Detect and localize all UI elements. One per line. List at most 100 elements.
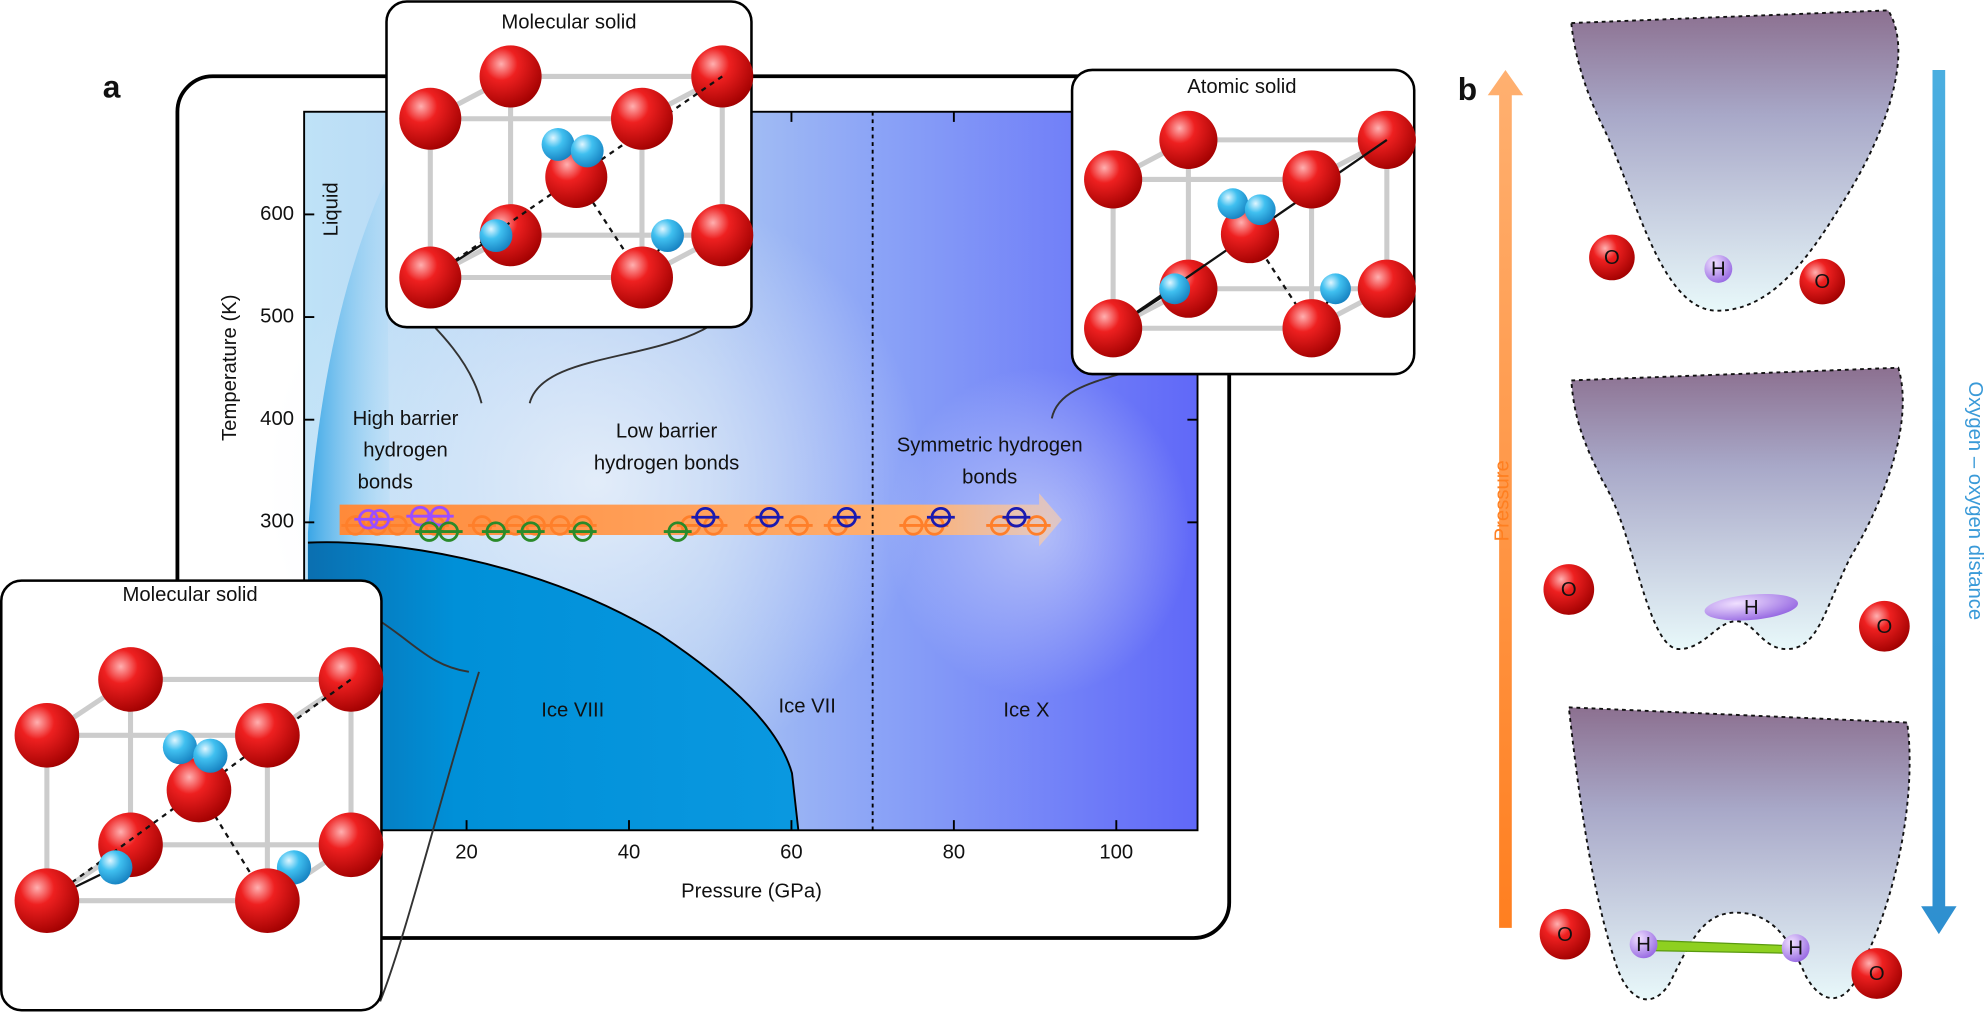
- phase-boundary: [307, 541, 800, 831]
- hydrogen-atom: [651, 219, 684, 253]
- hydrogen-atom: [541, 127, 575, 161]
- oxygen-atom: [235, 868, 300, 933]
- oxygen-atom: [1357, 110, 1416, 169]
- distance-axis-label: Oxygen – oxygen distance: [1964, 381, 1986, 620]
- inset-title: Molecular solid: [122, 584, 257, 606]
- x-axis-label: Pressure (GPa): [681, 881, 822, 903]
- oxygen-atom: [318, 812, 384, 878]
- hydrogen-atom: [570, 134, 604, 168]
- data-point: [516, 521, 545, 542]
- atom-label: O: [1876, 616, 1892, 638]
- pressure-axis-label: Pressure: [1491, 460, 1513, 541]
- oxygen-atom: [14, 702, 80, 768]
- y-tick-label: 300: [260, 511, 294, 533]
- data-point: [1022, 515, 1051, 536]
- atom-label: O: [1557, 924, 1573, 946]
- data-point: [663, 521, 692, 542]
- oxygen-atom: [14, 868, 80, 933]
- atom-label: H: [1744, 597, 1759, 619]
- inset-title: Atomic solid: [1187, 76, 1296, 98]
- proton-transfer-bar: [1650, 939, 1788, 954]
- hydrogen-atom: [1704, 254, 1733, 283]
- inset-title: Molecular solid: [501, 11, 636, 33]
- x-tick-label: 40: [618, 841, 641, 863]
- region-label: Ice VIII: [541, 700, 604, 722]
- atom-label: O: [1869, 963, 1885, 985]
- data-point: [434, 521, 463, 542]
- hydrogen-atom: [1781, 934, 1810, 963]
- distance-axis-arrow: [1921, 69, 1957, 935]
- panel-label: a: [103, 68, 121, 104]
- hydrogen-atom: [98, 850, 133, 885]
- ice-viii-region: [307, 542, 799, 831]
- hydrogen-atom: [1217, 188, 1249, 220]
- atom-label: O: [1604, 247, 1620, 269]
- hydrogen-atom: [1159, 273, 1191, 305]
- oxygen-atom: [479, 45, 542, 108]
- bond-label: hydrogen: [363, 440, 448, 462]
- atom-label: H: [1711, 259, 1726, 281]
- data-point: [691, 506, 720, 528]
- region-label: Ice X: [1003, 700, 1050, 722]
- y-tick-label: 600: [260, 203, 294, 225]
- bond-label: High barrier: [353, 408, 459, 430]
- callout: [379, 620, 470, 673]
- oxygen-atom: [98, 647, 163, 712]
- y-tick-label: 400: [260, 408, 294, 430]
- bond-label: Symmetric hydrogen: [897, 435, 1083, 457]
- oxygen-atom: [1799, 258, 1846, 305]
- data-point: [1002, 506, 1031, 528]
- oxygen-atom: [1851, 948, 1903, 999]
- oxygen-atom: [166, 757, 232, 823]
- pressure-axis-arrow: [1487, 69, 1524, 928]
- bond-label: Low barrier: [616, 421, 718, 443]
- potential-surface: [1570, 9, 1900, 312]
- data-point: [926, 506, 955, 528]
- data-point: [568, 521, 597, 542]
- oxygen-atom: [610, 87, 673, 150]
- data-point: [986, 515, 1015, 536]
- hydrogen-atom: [193, 738, 228, 773]
- hydrogen-atom: [162, 729, 198, 765]
- data-point: [784, 515, 813, 536]
- oxygen-atom: [691, 204, 754, 267]
- x-tick-label: 60: [780, 841, 803, 863]
- y-axis-label: Temperature (K): [219, 295, 241, 441]
- region-label: Liquid: [320, 182, 342, 236]
- oxygen-atom: [1282, 299, 1341, 358]
- data-point: [755, 506, 784, 528]
- bond-label: bonds: [962, 466, 1017, 488]
- oxygen-atom: [1543, 564, 1595, 615]
- data-point: [481, 521, 510, 542]
- oxygen-atom: [1859, 600, 1910, 652]
- callout: [379, 671, 480, 1002]
- oxygen-atom: [1357, 259, 1416, 318]
- oxygen-atom: [235, 702, 300, 768]
- oxygen-atom: [1084, 150, 1143, 209]
- potential-surface: [1567, 706, 1911, 1001]
- hydrogen-atom: [479, 219, 513, 253]
- oxygen-atom: [1159, 110, 1218, 169]
- atom-label: H: [1788, 938, 1803, 960]
- oxygen-atom: [399, 246, 462, 309]
- panel-label: b: [1458, 71, 1477, 107]
- x-tick-label: 100: [1099, 841, 1133, 863]
- atom-label: O: [1561, 579, 1577, 601]
- hydrogen-atom: [1704, 593, 1799, 621]
- region-label: Ice VII: [778, 696, 835, 718]
- oxygen-atom: [1539, 908, 1591, 960]
- x-tick-label: 80: [943, 841, 966, 863]
- bond-label: hydrogen bonds: [594, 452, 739, 474]
- oxygen-atom: [1084, 299, 1143, 358]
- x-tick-label: 20: [455, 841, 478, 863]
- data-point: [365, 509, 394, 530]
- oxygen-atom: [1282, 150, 1341, 209]
- y-tick-label: 500: [260, 305, 294, 327]
- bond-label: bonds: [358, 471, 413, 493]
- potential-surface: [1570, 366, 1904, 651]
- oxygen-atom: [1589, 234, 1635, 281]
- atom-label: H: [1636, 934, 1651, 956]
- oxygen-atom: [399, 87, 462, 150]
- oxygen-atom: [318, 647, 384, 712]
